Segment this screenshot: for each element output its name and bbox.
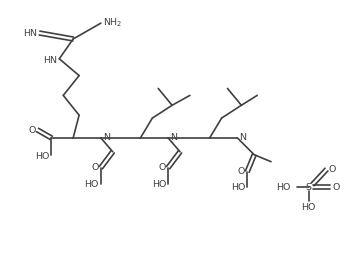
Text: O: O bbox=[91, 163, 99, 172]
Text: N: N bbox=[239, 133, 246, 143]
Text: O: O bbox=[238, 167, 245, 176]
Text: O: O bbox=[159, 163, 166, 172]
Text: HN: HN bbox=[43, 56, 57, 65]
Text: HO: HO bbox=[301, 203, 316, 212]
Text: HN: HN bbox=[24, 29, 37, 37]
Text: O: O bbox=[28, 125, 36, 134]
Text: HO: HO bbox=[152, 180, 166, 189]
Text: HO: HO bbox=[35, 152, 49, 161]
Text: HO: HO bbox=[277, 183, 291, 192]
Text: N: N bbox=[170, 133, 177, 143]
Text: N: N bbox=[103, 133, 110, 143]
Text: O: O bbox=[329, 165, 336, 174]
Text: O: O bbox=[333, 183, 340, 192]
Text: HO: HO bbox=[231, 183, 245, 192]
Text: S: S bbox=[306, 183, 312, 192]
Text: HO: HO bbox=[85, 180, 99, 189]
Text: NH$_2$: NH$_2$ bbox=[103, 17, 122, 29]
